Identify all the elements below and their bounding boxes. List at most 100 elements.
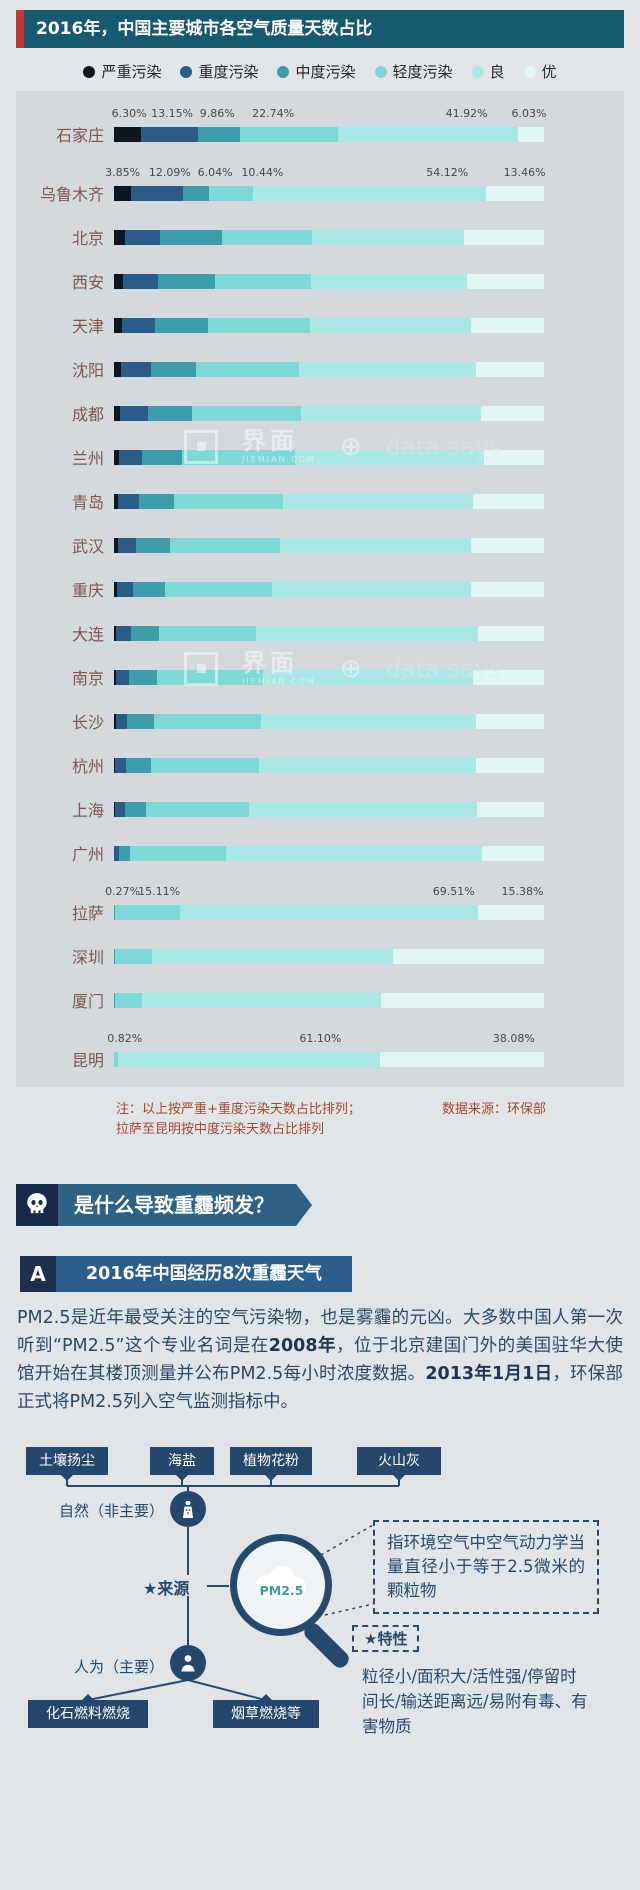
- bar-segment-heavy: [117, 493, 139, 509]
- bar-segment-moderate: [130, 625, 160, 641]
- bar-value-labels: 3.85% 12.09% 6.04% 10.44% 54.12% 13.46%: [105, 166, 546, 179]
- legend-dot: [374, 65, 387, 78]
- legend-item: 严重污染: [83, 61, 161, 82]
- chart-row: 0.82% 61.10% 38.08% 昆明: [16, 1032, 618, 1071]
- chart-row: 0.27% 15.11% 69.51% 15.38% 拉萨: [16, 885, 618, 924]
- bar-segment-moderate: [124, 801, 147, 817]
- magnifier-icon: PM2.5: [230, 1534, 332, 1636]
- bar-segment-moderate: [197, 126, 241, 142]
- bar-segment-moderate: [118, 845, 131, 861]
- bar-value-labels: 0.27% 15.11% 69.51% 15.38%: [105, 885, 544, 898]
- bar-segment-excellent: [464, 229, 544, 245]
- bar-segment-light: [156, 669, 263, 685]
- chart-panel: 界面 JIEMIAN.COM ⊕ data says 界面 JIEMIAN.CO…: [16, 91, 624, 1087]
- bar-segment-severe: [114, 361, 122, 377]
- bar-segment-light: [222, 229, 312, 245]
- bar-segment-excellent: [476, 757, 544, 773]
- bar-segment-severe: [114, 449, 120, 465]
- bar-segment-excellent: [477, 801, 545, 817]
- bar-segment-light: [150, 757, 259, 773]
- bar-segment-light: [240, 126, 338, 142]
- traits-text: 粒径小/面积大/活性强/停留时间长/输送距离远/易附有毒、有害物质: [362, 1667, 588, 1736]
- bar-segment-moderate: [114, 904, 116, 920]
- bar-segment-excellent: [518, 126, 544, 142]
- legend-dot: [523, 65, 536, 78]
- bar-segment-excellent: [470, 317, 544, 333]
- bar-segment-light: [114, 1051, 118, 1067]
- stacked-bar: [114, 537, 544, 553]
- city-label: 西安: [71, 273, 104, 292]
- bar-segment-heavy: [124, 229, 161, 245]
- stacked-bar: [114, 1051, 545, 1067]
- bar-segment-moderate: [160, 229, 223, 245]
- bar-segment-excellent: [473, 669, 544, 685]
- bar-segment-good: [262, 669, 474, 685]
- city-label: 天津: [71, 317, 104, 336]
- bar-segment-moderate: [157, 273, 216, 289]
- pm-intro-paragraph: PM2.5是近年最受关注的空气污染物，也是雾霾的元凶。大多数中国人第一次听到“P…: [17, 1304, 623, 1416]
- chart-row: 长沙: [16, 709, 618, 733]
- section-header: 是什么导致重霾频发？: [16, 1184, 640, 1226]
- subsection-a-header: A 2016年中国经历8次重霾天气: [20, 1256, 640, 1292]
- chart-row: 重庆: [16, 577, 618, 601]
- bar-segment-good: [299, 361, 477, 377]
- bar-segment-excellent: [482, 845, 544, 861]
- chart-row: 天津: [16, 313, 618, 337]
- pm25-label: PM2.5: [260, 1583, 304, 1598]
- bar-segment-severe: [114, 126, 142, 142]
- stacked-bar: [114, 948, 544, 964]
- stacked-bar: [114, 493, 545, 509]
- bar-segment-good: [282, 493, 473, 509]
- legend-label: 优: [541, 63, 557, 81]
- bar-segment-light: [215, 273, 311, 289]
- city-label: 长沙: [71, 713, 104, 732]
- bar-segment-severe: [114, 537, 118, 553]
- bar-segment-light: [170, 537, 280, 553]
- legend-label: 良: [489, 63, 505, 81]
- intro-text: ，位于北京建国门外的美国驻华大使馆开始在其楼顶测量并公布PM2.5每小时浓度数据…: [17, 1336, 623, 1384]
- bar-segment-moderate: [147, 405, 192, 421]
- bar-segment-moderate: [136, 537, 171, 553]
- chart-row: 北京: [16, 225, 618, 249]
- bar-segment-moderate: [182, 185, 209, 201]
- bar-segment-good: [226, 845, 483, 861]
- bar-segment-moderate: [129, 669, 157, 685]
- bar-segment-severe: [114, 801, 116, 817]
- person-icon: [181, 1655, 195, 1672]
- bar-segment-light: [115, 948, 152, 964]
- bar-value-label: 15.11%: [138, 885, 181, 898]
- stacked-bar: [114, 625, 545, 641]
- chart-row: 西安: [16, 269, 618, 293]
- skull-icon: [16, 1184, 58, 1226]
- bar-value-label: 13.15%: [151, 107, 194, 120]
- intro-text: PM2.5是近年最受关注的空气污染物，也是雾霾的元凶。大多数中国人第一次听到“P…: [17, 1308, 623, 1356]
- bar-segment-severe: [114, 713, 116, 729]
- city-label: 兰州: [71, 449, 104, 468]
- traits-tag: ★特性: [352, 1625, 420, 1652]
- bar-segment-heavy: [115, 757, 126, 773]
- legend-item: 重度污染: [180, 61, 258, 82]
- section-title: 是什么导致重霾频发？: [58, 1184, 312, 1226]
- bar-segment-good: [179, 904, 479, 920]
- data-source: 数据来源：环保部: [441, 1102, 546, 1117]
- city-label: 成都: [71, 405, 104, 424]
- intro-text: ，环保部正式将PM2.5列入空气监测指标中。: [17, 1364, 624, 1412]
- natural-node: [170, 1491, 206, 1527]
- subsection-a-badge: A: [20, 1256, 56, 1292]
- bar-value-label: 0.82%: [107, 1032, 143, 1045]
- chart-row: 广州: [16, 841, 618, 865]
- city-label: 杭州: [71, 757, 104, 776]
- bar-segment-light: [146, 801, 249, 817]
- chart-row: 厦门: [16, 988, 618, 1012]
- bar-segment-heavy: [119, 449, 143, 465]
- bar-value-label: 6.04%: [197, 166, 233, 179]
- bar-segment-heavy: [122, 317, 155, 333]
- stacked-bar: [114, 449, 544, 465]
- source-label: ★来源: [143, 1579, 190, 1598]
- bar-segment-light: [208, 317, 310, 333]
- page-title: 2016年，中国主要城市各空气质量天数占比: [16, 10, 624, 48]
- chart-row: 武汉: [16, 533, 618, 557]
- bar-segment-excellent: [472, 493, 545, 509]
- bar-segment-good: [151, 948, 393, 964]
- bar-segment-excellent: [476, 713, 544, 729]
